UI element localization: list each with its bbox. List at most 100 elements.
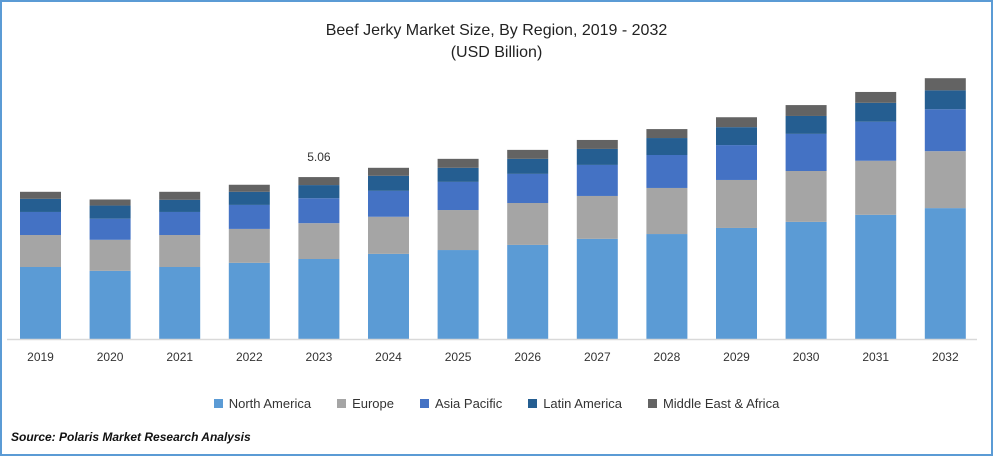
bar-segment-north-america-2021 (159, 267, 201, 339)
x-tick-label: 2026 (514, 350, 541, 364)
legend-label: Latin America (543, 396, 622, 411)
x-tick-label: 2029 (723, 350, 750, 364)
bar-segment-north-america-2024 (368, 253, 409, 339)
bar-segment-europe-2029 (716, 179, 757, 228)
legend: North America Europe Asia Pacific Latin Ame… (2, 396, 991, 411)
bar-segment-middle-east-africa-2022 (228, 184, 270, 192)
legend-label: North America (228, 396, 312, 411)
bar-segment-latin-america-2021 (159, 199, 201, 212)
chart-subtitle: (USD Billion) (450, 44, 543, 61)
bar-segment-middle-east-africa-2029 (716, 117, 757, 128)
x-tick-label: 2019 (27, 350, 54, 364)
legend-item: Asia Pacific (420, 396, 502, 411)
legend-label: Asia Pacific (435, 396, 503, 411)
bar-segment-asia-pacific-2031 (855, 121, 897, 161)
bar-segment-north-america-2029 (716, 227, 757, 339)
bar-segment-latin-america-2025 (437, 167, 479, 182)
bar-segment-north-america-2027 (576, 238, 618, 339)
bar-segment-europe-2022 (228, 228, 270, 263)
bar-segment-north-america-2026 (507, 244, 549, 339)
bar-segment-north-america-2020 (89, 270, 131, 339)
bar-segment-north-america-2030 (785, 221, 827, 339)
bar-segment-asia-pacific-2022 (228, 204, 270, 229)
bar-segment-middle-east-africa-2030 (785, 105, 827, 116)
bar-segment-asia-pacific-2023 (298, 198, 340, 224)
bar-segment-asia-pacific-2028 (646, 155, 688, 188)
bar-segment-middle-east-africa-2027 (576, 139, 618, 149)
x-tick-label: 2021 (166, 350, 193, 364)
bar-segment-europe-2031 (855, 160, 897, 215)
bar-segment-north-america-2025 (437, 250, 479, 339)
legend-swatch (647, 399, 657, 408)
bar-segment-asia-pacific-2030 (785, 133, 827, 171)
bar-segment-latin-america-2020 (89, 205, 131, 219)
bar-segment-europe-2028 (646, 187, 688, 235)
bar-segment-latin-america-2028 (646, 138, 688, 155)
bar-segment-asia-pacific-2019 (20, 211, 61, 235)
x-tick-label: 2020 (97, 350, 124, 364)
legend-item: Middle East & Africa (647, 396, 780, 411)
bar-segment-middle-east-africa-2026 (507, 149, 549, 159)
legend-label: Europe (352, 396, 394, 411)
bar-segment-north-america-2028 (646, 234, 688, 339)
bar-segment-europe-2030 (785, 171, 827, 222)
bar-segment-europe-2019 (20, 235, 61, 267)
bar-segment-europe-2023 (298, 223, 340, 259)
bar-segment-north-america-2023 (298, 259, 340, 339)
bar-segment-middle-east-africa-2024 (368, 167, 409, 176)
bar-segment-latin-america-2024 (368, 175, 409, 191)
bar-segment-middle-east-africa-2023 (298, 177, 340, 186)
chart-title: Beef Jerky Market Size, By Region, 2019 … (325, 22, 668, 39)
x-tick-label: 2030 (793, 350, 820, 364)
bar-segment-middle-east-africa-2032 (924, 78, 966, 91)
bar-segment-europe-2026 (507, 203, 549, 245)
bar-segment-asia-pacific-2032 (924, 109, 966, 152)
bar-segment-north-america-2019 (20, 267, 61, 339)
legend-item: Europe (337, 396, 394, 411)
x-tick-label: 2023 (306, 350, 333, 364)
bar-segment-middle-east-africa-2025 (437, 158, 479, 168)
bar-segment-europe-2032 (924, 151, 966, 209)
x-tick-label: 2024 (375, 350, 402, 364)
bar-segment-north-america-2031 (855, 214, 897, 339)
bar-segment-middle-east-africa-2021 (159, 191, 201, 200)
legend-swatch (213, 399, 223, 408)
bar-segment-asia-pacific-2027 (576, 164, 618, 196)
x-tick-label: 2022 (236, 350, 263, 364)
bar-segment-north-america-2032 (924, 208, 966, 339)
bar-segment-north-america-2022 (228, 262, 270, 339)
bar-segment-middle-east-africa-2019 (20, 191, 61, 199)
x-tick-label: 2028 (654, 350, 681, 364)
source-note: Source: Polaris Market Research Analysis (11, 430, 251, 444)
legend-label: Middle East & Africa (662, 396, 780, 411)
bar-segment-latin-america-2023 (298, 185, 340, 199)
bar-segment-middle-east-africa-2028 (646, 129, 688, 139)
bar-segment-asia-pacific-2026 (507, 173, 549, 203)
chart-plot: 2019 2020 2021 2022 2023 5.06 2024 2025 2026 2027… (7, 78, 977, 364)
x-tick-label: 2025 (445, 350, 472, 364)
legend-swatch (528, 399, 538, 408)
bar-segment-latin-america-2030 (785, 115, 827, 134)
legend-swatch (337, 399, 347, 408)
bar-segment-europe-2020 (89, 239, 131, 271)
bar-segment-asia-pacific-2025 (437, 181, 479, 211)
bar-segment-middle-east-africa-2020 (89, 199, 131, 206)
legend-swatch (420, 399, 429, 408)
x-tick-label: 2027 (584, 350, 611, 364)
bar-segment-latin-america-2022 (228, 191, 270, 205)
data-label: 5.06 (307, 150, 331, 164)
bar-segment-latin-america-2019 (20, 198, 61, 212)
bar-segment-latin-america-2027 (576, 148, 618, 165)
bar-segment-europe-2024 (368, 216, 409, 254)
legend-item: North America (213, 396, 312, 411)
bar-segment-europe-2027 (576, 195, 618, 239)
legend-item: Latin America (528, 396, 622, 411)
bar-segment-asia-pacific-2029 (716, 145, 757, 180)
x-tick-label: 2031 (862, 350, 889, 364)
bar-segment-asia-pacific-2020 (89, 218, 131, 240)
bar-segment-latin-america-2031 (855, 102, 897, 122)
bar-segment-middle-east-africa-2031 (855, 91, 897, 103)
x-tick-label: 2032 (932, 350, 959, 364)
bar-segment-latin-america-2029 (716, 127, 757, 146)
